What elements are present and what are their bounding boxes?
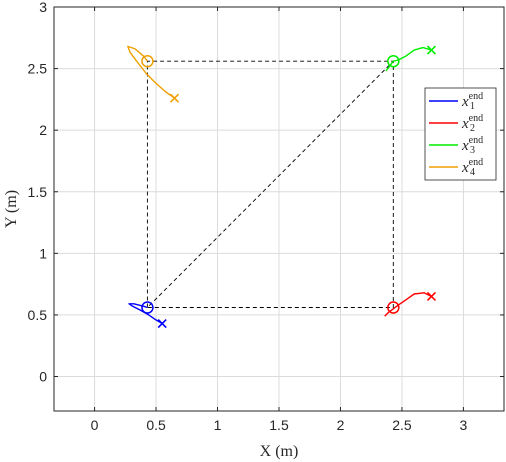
legend-label-sup: end bbox=[469, 91, 483, 102]
legend-label-sub: 1 bbox=[470, 101, 475, 112]
y-tick-label: 2 bbox=[39, 122, 47, 138]
y-tick-label: 2.5 bbox=[28, 61, 48, 77]
series-3 bbox=[385, 45, 437, 72]
x-tick-label: 2 bbox=[337, 417, 345, 433]
x-tick-label: 3 bbox=[460, 417, 468, 433]
grid bbox=[54, 6, 504, 411]
legend-label-base: x bbox=[461, 138, 469, 154]
series-4-line bbox=[127, 45, 175, 99]
legend-box bbox=[424, 87, 497, 181]
legend-label-1: xend 1 bbox=[461, 91, 483, 112]
legend-label-4: xend 4 bbox=[461, 157, 483, 178]
legend-label-sup: end bbox=[469, 157, 483, 168]
series-2-end-marker bbox=[387, 301, 400, 314]
series-1-line bbox=[128, 303, 163, 325]
series-4-start-marker bbox=[169, 93, 180, 103]
y-tick-label: 1.5 bbox=[28, 184, 48, 200]
legend-label-base: x bbox=[461, 116, 469, 132]
legend-label-3: xend 3 bbox=[461, 135, 483, 156]
legend-label-sup: end bbox=[469, 135, 483, 146]
legend-label-sub: 2 bbox=[470, 123, 475, 134]
legend-label-sub: 3 bbox=[470, 145, 475, 156]
series-1-start-marker bbox=[157, 318, 167, 329]
series-4 bbox=[127, 45, 180, 103]
series-2 bbox=[384, 291, 437, 317]
x-tick-label: 2.5 bbox=[392, 417, 412, 433]
formation-lines bbox=[146, 60, 394, 308]
x-tick-label: 1 bbox=[214, 417, 222, 433]
y-tick-label: 0.5 bbox=[28, 307, 48, 323]
legend-label-base: x bbox=[461, 160, 469, 176]
series-group bbox=[127, 45, 437, 329]
x-axis-label: X (m) bbox=[260, 443, 299, 460]
legend-label-sub: 4 bbox=[470, 167, 475, 178]
series-1-end-marker bbox=[141, 301, 154, 314]
formation-dashed-line bbox=[146, 60, 394, 308]
y-tick-label: 3 bbox=[39, 0, 47, 15]
y-tick-label: 1 bbox=[39, 245, 47, 261]
series-3-end-marker bbox=[387, 54, 400, 68]
series-1 bbox=[128, 301, 167, 329]
y-axis-label: Y (m) bbox=[3, 190, 20, 228]
series-2-start-marker bbox=[426, 291, 437, 302]
x-tick-label: 0.5 bbox=[146, 417, 166, 433]
legend-label-2: xend 2 bbox=[461, 113, 483, 134]
x-tick-label: 1.5 bbox=[269, 417, 289, 433]
series-4-end-marker bbox=[141, 54, 154, 68]
series-3-start-marker bbox=[426, 45, 437, 55]
y-tick-label: 0 bbox=[39, 369, 47, 385]
x-tick-label: 0 bbox=[91, 417, 99, 433]
legend-label-sup: end bbox=[469, 113, 483, 124]
tick-labels: 0 0.5 1 1.5 2 2.5 3 0 0.5 1 1.5 2 2.5 3 bbox=[28, 0, 504, 433]
legend-label-base: x bbox=[461, 94, 469, 110]
